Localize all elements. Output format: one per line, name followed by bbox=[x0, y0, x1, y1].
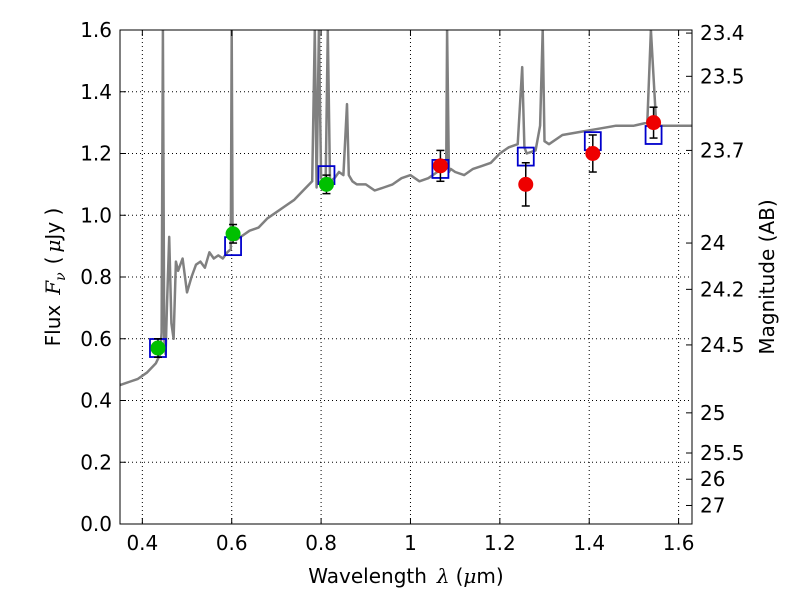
x-tick-label: 0.4 bbox=[126, 531, 158, 555]
observed-point bbox=[318, 176, 334, 192]
x-axis-label: Wavelength λ (μm) bbox=[308, 564, 503, 588]
marker-layer bbox=[149, 106, 663, 359]
observed-point bbox=[518, 176, 534, 192]
y2-tick-label: 25 bbox=[700, 401, 725, 425]
x-tick-label: 1.4 bbox=[573, 531, 605, 555]
y2-tick-label: 23.7 bbox=[700, 138, 745, 162]
y2-tick-label: 24.5 bbox=[700, 333, 745, 357]
observed-point bbox=[225, 226, 241, 242]
y-axis-left: 0.0 0.2 0.4 0.6 0.8 1.0 1.2 1.4 1.6 bbox=[80, 18, 126, 536]
observed-point bbox=[646, 115, 662, 131]
y-tick-label: 0.0 bbox=[80, 512, 112, 536]
y-tick-label: 0.8 bbox=[80, 265, 112, 289]
y2-axis-label: Magnitude (AB) bbox=[755, 199, 779, 354]
y2-tick-label: 24 bbox=[700, 231, 725, 255]
y-tick-label: 1.0 bbox=[80, 203, 112, 227]
x-tick-label: 1.2 bbox=[484, 531, 516, 555]
y-tick-label: 1.6 bbox=[80, 18, 112, 42]
x-tick-label: 0.6 bbox=[216, 531, 248, 555]
y-tick-label: 0.6 bbox=[80, 327, 112, 351]
x-axis: 0.4 0.6 0.8 1 1.2 1.4 1.6 bbox=[126, 30, 695, 555]
y2-tick-label: 27 bbox=[700, 493, 725, 517]
y2-tick-label: 23.5 bbox=[700, 64, 745, 88]
plot-frame bbox=[119, 29, 693, 525]
y2-tick-label: 25.5 bbox=[700, 441, 745, 465]
y2-tick-label: 26 bbox=[700, 467, 725, 491]
spectrum-layer bbox=[120, 30, 692, 387]
y-tick-label: 1.2 bbox=[80, 142, 112, 166]
y-axis-label: FluxFν(μJy ) bbox=[41, 208, 69, 347]
y-tick-label: 0.4 bbox=[80, 389, 112, 413]
x-tick-label: 1 bbox=[404, 531, 417, 555]
y2-tick-label: 23.4 bbox=[700, 21, 745, 45]
x-tick-label: 1.6 bbox=[663, 531, 695, 555]
observed-point bbox=[585, 146, 601, 161]
observed-point bbox=[150, 340, 166, 356]
y-tick-label: 0.2 bbox=[80, 450, 112, 474]
y-tick-label: 1.4 bbox=[80, 80, 112, 104]
x-tick-label: 0.8 bbox=[305, 531, 337, 555]
observed-point bbox=[432, 158, 448, 174]
spectrum-line bbox=[120, 30, 692, 387]
grid-lines bbox=[120, 30, 692, 524]
y2-tick-label: 24.2 bbox=[700, 277, 745, 301]
